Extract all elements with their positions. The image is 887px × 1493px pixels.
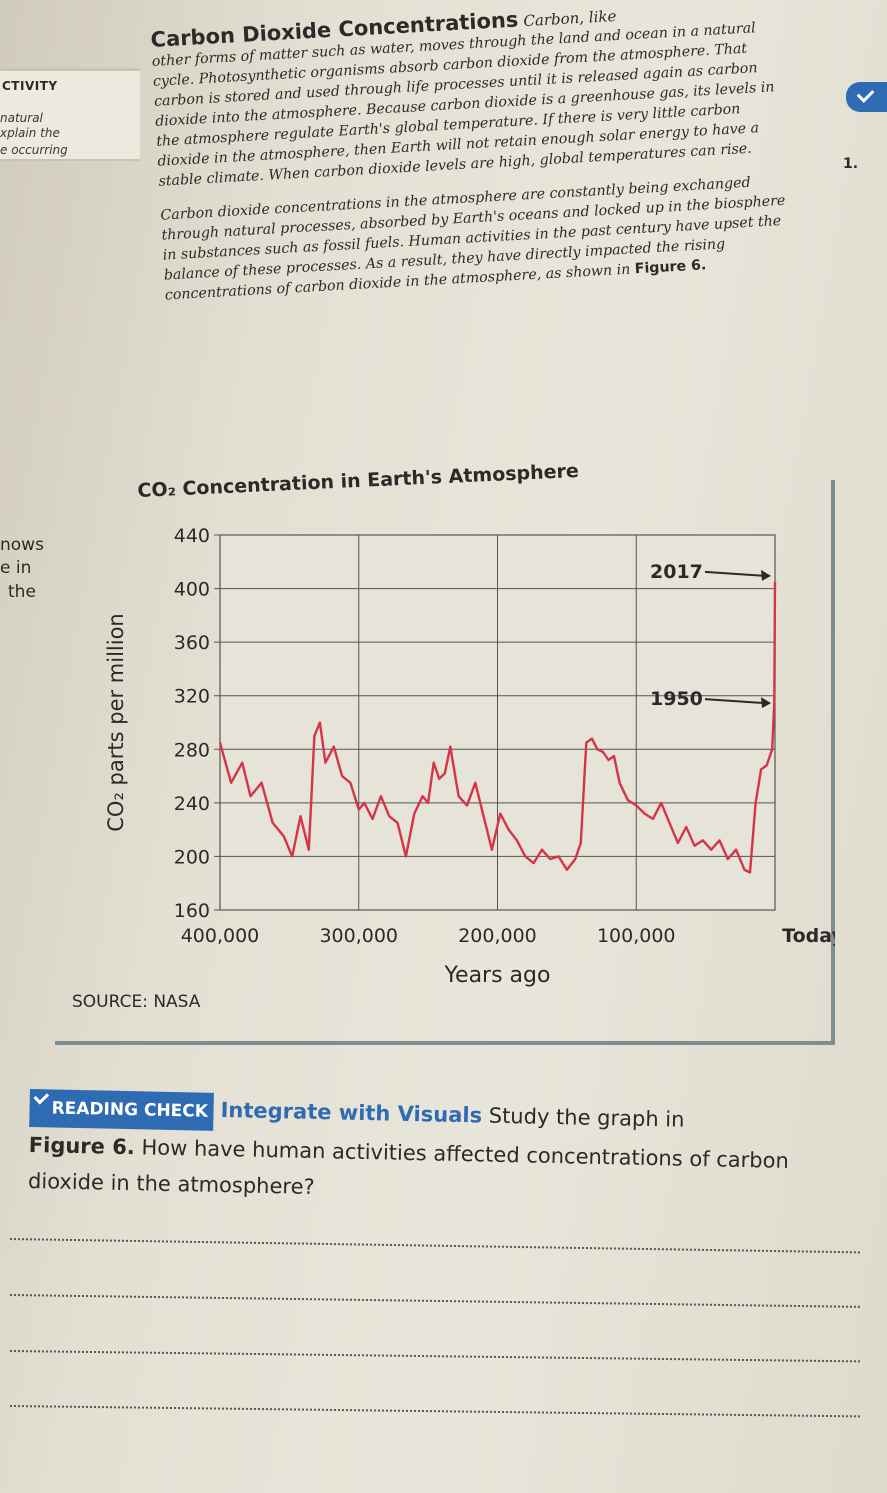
question-text: How have human activities affected conce… bbox=[27, 1135, 790, 1199]
x-tick-label: 200,000 bbox=[458, 925, 537, 947]
y-tick-label: 240 bbox=[174, 793, 210, 815]
x-tick-label: 400,000 bbox=[181, 925, 260, 947]
question-number: 1. bbox=[843, 156, 859, 172]
sidebar-heading: CTIVITY bbox=[2, 79, 58, 93]
figure-6: CO₂ Concentration in Earth's Atmosphere … bbox=[55, 460, 835, 1045]
section-text: Carbon Dioxide Concentrations Carbon, li… bbox=[150, 0, 795, 306]
annotation-label: 2017 bbox=[650, 561, 703, 583]
y-tick-label: 360 bbox=[174, 632, 210, 654]
margin-fragment: e in bbox=[0, 558, 32, 578]
reading-check: READING CHECK Integrate with Visuals Stu… bbox=[28, 1088, 860, 1216]
paragraph: Carbon dioxide concentrations in the atm… bbox=[160, 171, 795, 306]
sidebar-line: e occurring bbox=[0, 143, 68, 157]
paragraph-text: Carbon dioxide concentrations in the atm… bbox=[160, 174, 786, 304]
annotation-label: 1950 bbox=[650, 688, 703, 710]
annotation-arrow-line bbox=[704, 570, 766, 577]
co2-chart: 440 400 360 320 280 240 200 160 400,000 300,000 20… bbox=[104, 525, 835, 988]
margin-fragment: the bbox=[8, 582, 36, 602]
x-tick-label: 300,000 bbox=[319, 925, 398, 947]
y-tick-label: 280 bbox=[174, 739, 210, 761]
reading-check-heading: Integrate with Visuals bbox=[220, 1098, 483, 1128]
margin-fragment: nows bbox=[0, 535, 44, 555]
sidebar-line: natural bbox=[0, 111, 43, 125]
y-tick-label: 440 bbox=[174, 525, 210, 547]
figure-frame bbox=[55, 480, 835, 1045]
x-tick-label: Today bbox=[782, 925, 835, 947]
answer-line[interactable] bbox=[9, 1405, 860, 1418]
annotation-arrow-line bbox=[704, 698, 766, 705]
answer-line[interactable] bbox=[9, 1238, 860, 1254]
y-tick-label: 400 bbox=[174, 579, 210, 601]
y-tick-label: 160 bbox=[174, 900, 210, 922]
y-tick-label: 320 bbox=[174, 686, 210, 708]
reading-check-prompt: Study the graph in bbox=[488, 1103, 685, 1132]
annotation-arrow-head bbox=[761, 697, 771, 709]
y-tick-label: 200 bbox=[174, 846, 210, 868]
annotation-arrow-head bbox=[761, 569, 771, 581]
check-icon bbox=[846, 82, 887, 112]
x-tick-label: 100,000 bbox=[597, 925, 676, 947]
sidebar-line: xplain the bbox=[0, 126, 60, 140]
co2-series-line bbox=[218, 581, 777, 874]
figure-reference: Figure 6. bbox=[634, 257, 707, 278]
x-axis-label: Years ago bbox=[444, 963, 551, 988]
activity-sidebar: CTIVITY natural xplain the e occurring bbox=[0, 68, 140, 161]
reading-check-badge: READING CHECK bbox=[29, 1088, 215, 1131]
y-axis-label: CO₂ parts per million bbox=[104, 613, 128, 831]
figure-reference: Figure 6. bbox=[28, 1132, 136, 1160]
answer-line[interactable] bbox=[9, 1294, 860, 1308]
answer-line[interactable] bbox=[9, 1350, 860, 1363]
figure-source: SOURCE: NASA bbox=[72, 992, 201, 1012]
